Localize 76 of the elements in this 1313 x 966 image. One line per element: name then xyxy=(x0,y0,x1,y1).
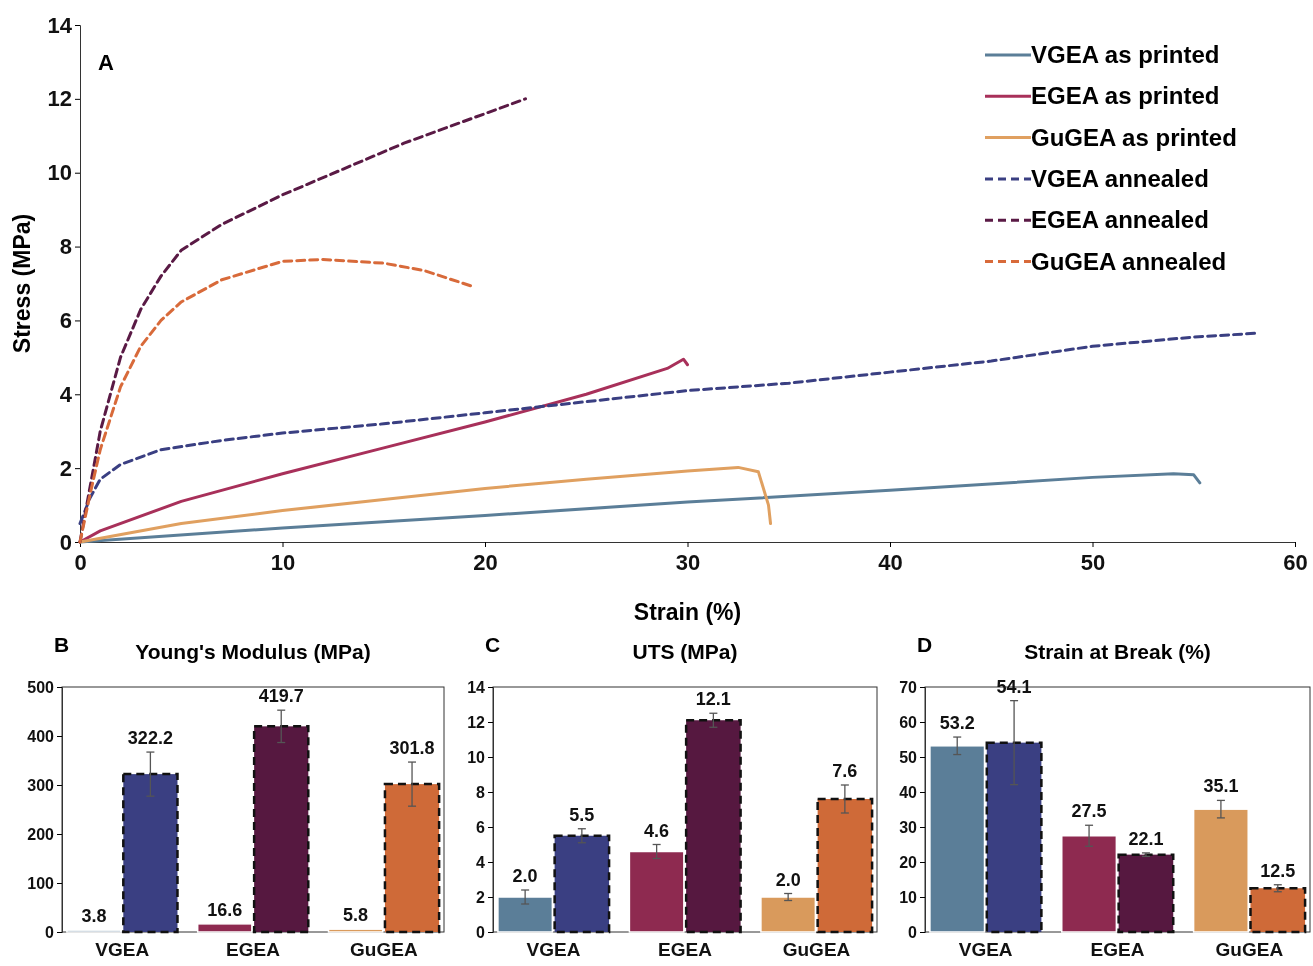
y-tick-label: 12 xyxy=(47,86,72,112)
y-tick-label: 10 xyxy=(467,748,486,766)
annotation: A xyxy=(98,50,114,75)
data-label: 322.2 xyxy=(127,728,173,749)
data-label: 12.1 xyxy=(695,689,731,710)
chart-title: Young's Modulus (MPa) xyxy=(135,640,371,663)
legend-label: EGEA as printed xyxy=(1031,82,1220,110)
data-label: 4.6 xyxy=(644,820,670,841)
y-tick-label: 4 xyxy=(476,853,486,871)
data-label: 12.5 xyxy=(1260,860,1296,881)
data-label: 16.6 xyxy=(207,899,243,920)
data-label: 5.8 xyxy=(343,905,369,926)
data-label: 27.5 xyxy=(1071,801,1107,822)
text: C xyxy=(485,633,501,656)
legend-label: GuGEA as printed xyxy=(1031,123,1237,151)
y-tick-label: 2 xyxy=(476,888,486,906)
y-tick-label: 60 xyxy=(899,713,918,731)
x-tick-label: 60 xyxy=(1283,549,1308,575)
y-tick-label: 0 xyxy=(476,923,486,941)
data-label: 301.8 xyxy=(389,738,435,759)
x-tick-label: 50 xyxy=(1080,549,1106,575)
legend-label: GuGEA annealed xyxy=(1031,247,1227,275)
y-tick-label: 30 xyxy=(899,818,918,836)
y-tick-label: 6 xyxy=(476,818,486,836)
chart-title: Strain at Break (%) xyxy=(1024,640,1211,663)
x-tick-label: GuGEA xyxy=(1215,938,1284,960)
x-tick-label: EGEA xyxy=(658,938,713,960)
x-tick-label: 10 xyxy=(270,549,296,575)
y-tick-label: 200 xyxy=(27,825,55,843)
y-tick-label: 14 xyxy=(467,678,486,696)
data-label: 35.1 xyxy=(1203,776,1239,797)
x-tick-label: EGEA xyxy=(1090,938,1145,960)
data-label: 3.8 xyxy=(81,906,107,927)
y-tick-label: 0 xyxy=(45,923,55,941)
legend-label: VGEA annealed xyxy=(1031,164,1209,192)
y-tick-label: 6 xyxy=(59,307,72,333)
x-tick-label: GuGEA xyxy=(350,938,418,960)
y-tick-label: 100 xyxy=(27,874,55,892)
y-axis-title: Stress (MPa) xyxy=(9,213,35,354)
chart-title: UTS (MPa) xyxy=(632,640,738,663)
data-label: 54.1 xyxy=(996,676,1032,697)
data-label: 2.0 xyxy=(512,866,538,886)
text: B xyxy=(54,633,70,656)
legend-label: EGEA annealed xyxy=(1031,206,1209,234)
y-tick-label: 40 xyxy=(899,783,918,801)
data-label: 419.7 xyxy=(258,686,304,707)
y-tick-label: 12 xyxy=(467,713,486,731)
x-tick-label: VGEA xyxy=(526,938,581,960)
y-tick-label: 2 xyxy=(59,455,72,481)
y-tick-label: 10 xyxy=(47,160,72,186)
data-label: 53.2 xyxy=(939,713,975,734)
text: D xyxy=(917,633,933,656)
y-tick-label: 0 xyxy=(908,923,918,941)
y-tick-label: 0 xyxy=(59,529,72,555)
x-tick-label: 30 xyxy=(675,549,701,575)
x-tick-label: VGEA xyxy=(95,938,150,960)
data-label: 22.1 xyxy=(1128,828,1164,849)
x-tick-label: EGEA xyxy=(226,938,281,960)
y-tick-label: 8 xyxy=(59,234,72,260)
y-tick-label: 50 xyxy=(899,748,918,766)
y-tick-label: 500 xyxy=(27,678,55,696)
y-tick-label: 70 xyxy=(899,678,918,696)
y-tick-label: 20 xyxy=(899,853,918,871)
y-tick-label: 14 xyxy=(47,12,73,38)
x-axis-title: Strain (%) xyxy=(633,599,742,625)
y-tick-label: 8 xyxy=(476,783,486,801)
y-tick-label: 400 xyxy=(27,727,55,745)
data-label: 7.6 xyxy=(832,761,858,781)
y-tick-label: 10 xyxy=(899,888,918,906)
y-tick-label: 4 xyxy=(59,381,73,407)
data-label: 5.5 xyxy=(569,804,595,825)
y-tick-label: 300 xyxy=(27,776,55,794)
data-label: 2.0 xyxy=(775,869,801,890)
legend-label: VGEA as printed xyxy=(1031,41,1220,68)
x-tick-label: VGEA xyxy=(958,938,1013,960)
x-tick-label: GuGEA xyxy=(782,938,851,960)
